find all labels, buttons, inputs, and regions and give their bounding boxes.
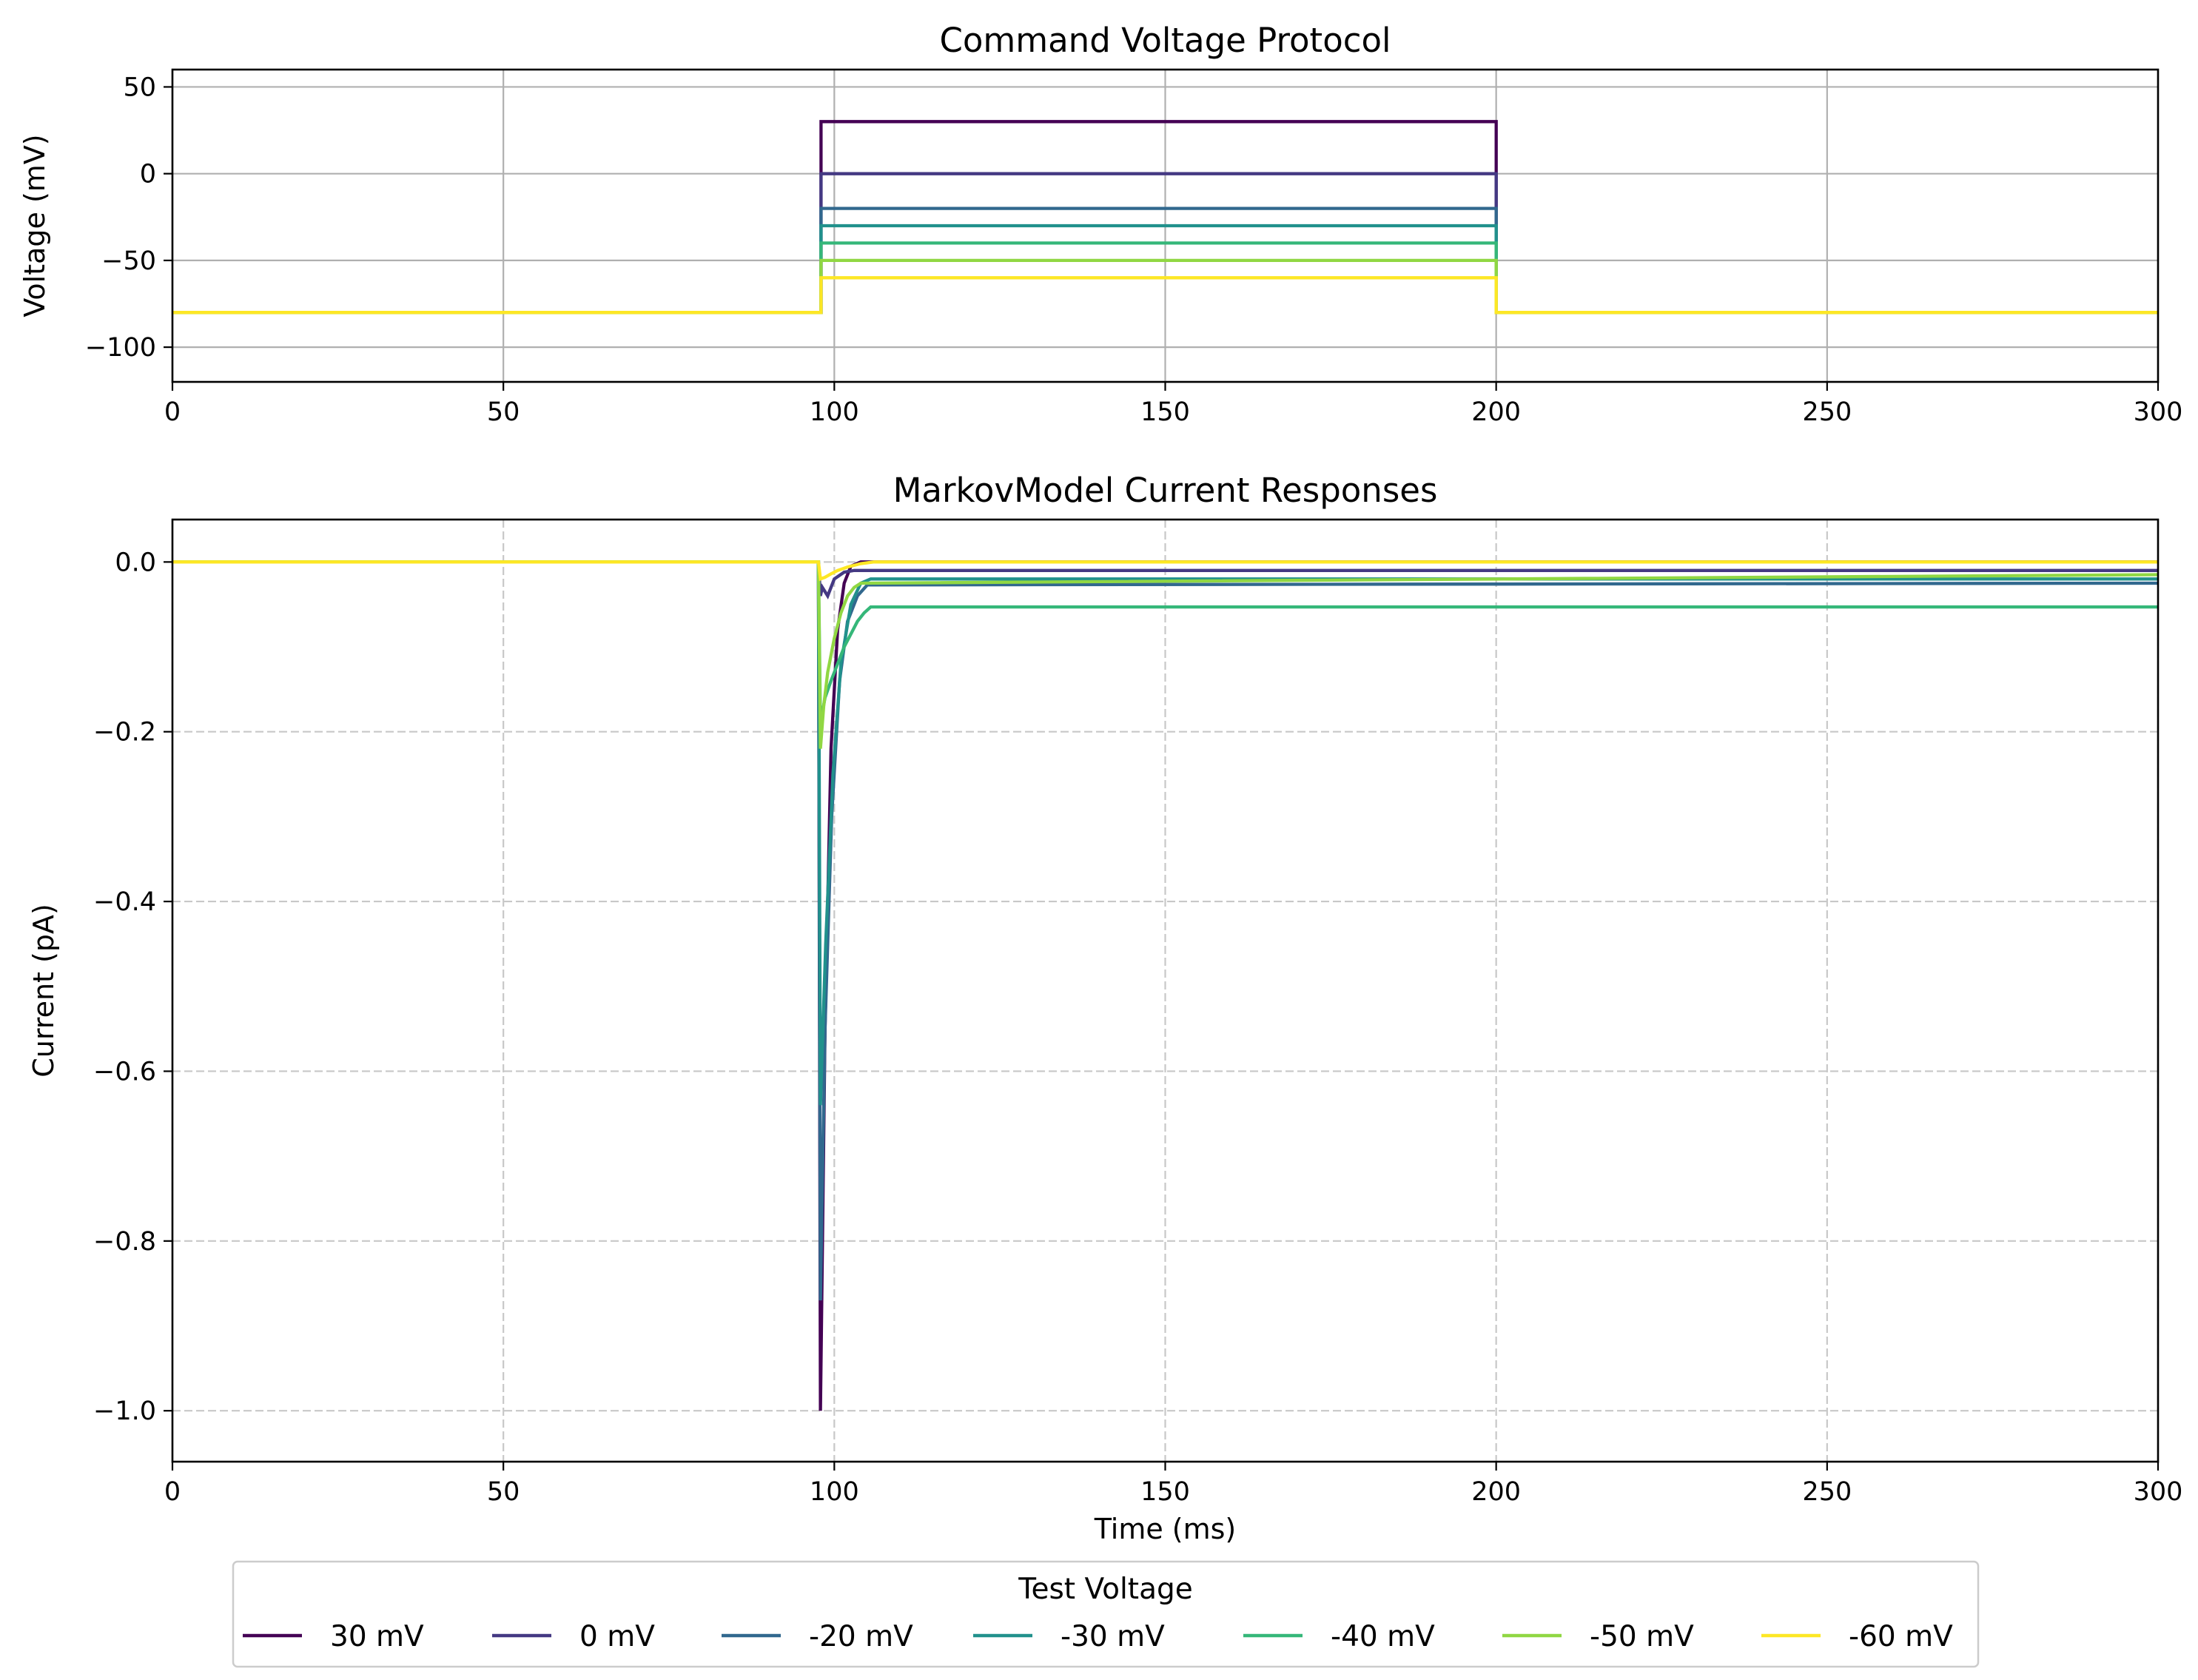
voltage-y-axis-label: Voltage (mV) [19, 134, 51, 317]
current-y-tick-label: −0.4 [93, 887, 156, 917]
current-chart-title: MarkovModel Current Responses [893, 471, 1438, 510]
voltage-chart-title: Command Voltage Protocol [939, 21, 1391, 60]
voltage-y-tick-label: 50 [123, 73, 156, 102]
current-x-tick-label: 100 [810, 1477, 859, 1507]
current-y-tick-label: −0.6 [93, 1057, 156, 1086]
voltage-x-tick-label: 100 [810, 397, 859, 427]
current-x-tick-label: 200 [1471, 1477, 1521, 1507]
voltage-x-tick-label: 300 [2134, 397, 2183, 427]
legend-label-2: -20 mV [809, 1620, 913, 1653]
legend-label-4: -40 mV [1331, 1620, 1435, 1653]
current-series-line-5 [172, 560, 2159, 749]
current-x-tick-label: 0 [164, 1477, 181, 1507]
voltage-x-tick-label: 50 [487, 397, 520, 427]
legend-label-3: -30 mV [1061, 1620, 1165, 1653]
voltage-series-line-6 [172, 276, 2158, 315]
voltage-y-tick-label: −50 [101, 246, 156, 276]
legend-label-1: 0 mV [579, 1620, 655, 1653]
legend-entries: 30 mV 0 mV -20 mV -30 mV -40 mV -50 mV -60 mV [243, 1620, 1953, 1653]
voltage-y-ticks: 50 0 −50 −100 [85, 73, 172, 363]
current-y-tick-label: 0.0 [115, 548, 156, 577]
current-x-axis-label: Time (ms) [1094, 1513, 1237, 1545]
legend-box [232, 1560, 1980, 1668]
current-y-axis-label: Current (pA) [27, 904, 60, 1078]
current-x-tick-label: 50 [487, 1477, 520, 1507]
legend-label-0: 30 mV [330, 1620, 424, 1653]
legend-label-5: -50 mV [1590, 1620, 1694, 1653]
voltage-x-tick-label: 0 [164, 397, 181, 427]
voltage-panel: 0 50 100 150 200 250 300 50 0 −50 −100 Command Vo… [19, 21, 2182, 427]
voltage-x-tick-label: 250 [1802, 397, 1852, 427]
current-x-ticks: 0 50 100 150 200 250 300 [164, 1462, 2183, 1507]
current-x-tick-label: 150 [1140, 1477, 1190, 1507]
voltage-series [172, 120, 2158, 315]
current-x-tick-label: 300 [2134, 1477, 2183, 1507]
current-y-ticks: 0.0 −0.2 −0.4 −0.6 −0.8 −1.0 [93, 548, 172, 1426]
current-y-tick-label: −1.0 [93, 1397, 156, 1426]
current-x-tick-label: 250 [1802, 1477, 1852, 1507]
voltage-y-tick-label: 0 [140, 160, 156, 189]
legend-title: Test Voltage [1018, 1573, 1193, 1606]
current-series [172, 560, 2159, 1411]
legend-label-6: -60 mV [1849, 1620, 1953, 1653]
current-panel: 0 50 100 150 200 250 300 0.0 −0.2 −0.4 −0.6 −0.8 −1… [27, 471, 2182, 1545]
voltage-x-ticks: 0 50 100 150 200 250 300 [164, 382, 2183, 427]
voltage-y-tick-label: −100 [85, 333, 156, 363]
legend: Test Voltage 30 mV 0 mV -20 mV -30 mV -40 mV… [232, 1560, 1980, 1668]
current-y-tick-label: −0.8 [93, 1227, 156, 1257]
voltage-x-tick-label: 150 [1140, 397, 1190, 427]
current-y-tick-label: −0.2 [93, 718, 156, 747]
voltage-x-tick-label: 200 [1471, 397, 1521, 427]
current-series-line-3 [172, 560, 2158, 1106]
current-series-line-6 [172, 560, 2158, 582]
